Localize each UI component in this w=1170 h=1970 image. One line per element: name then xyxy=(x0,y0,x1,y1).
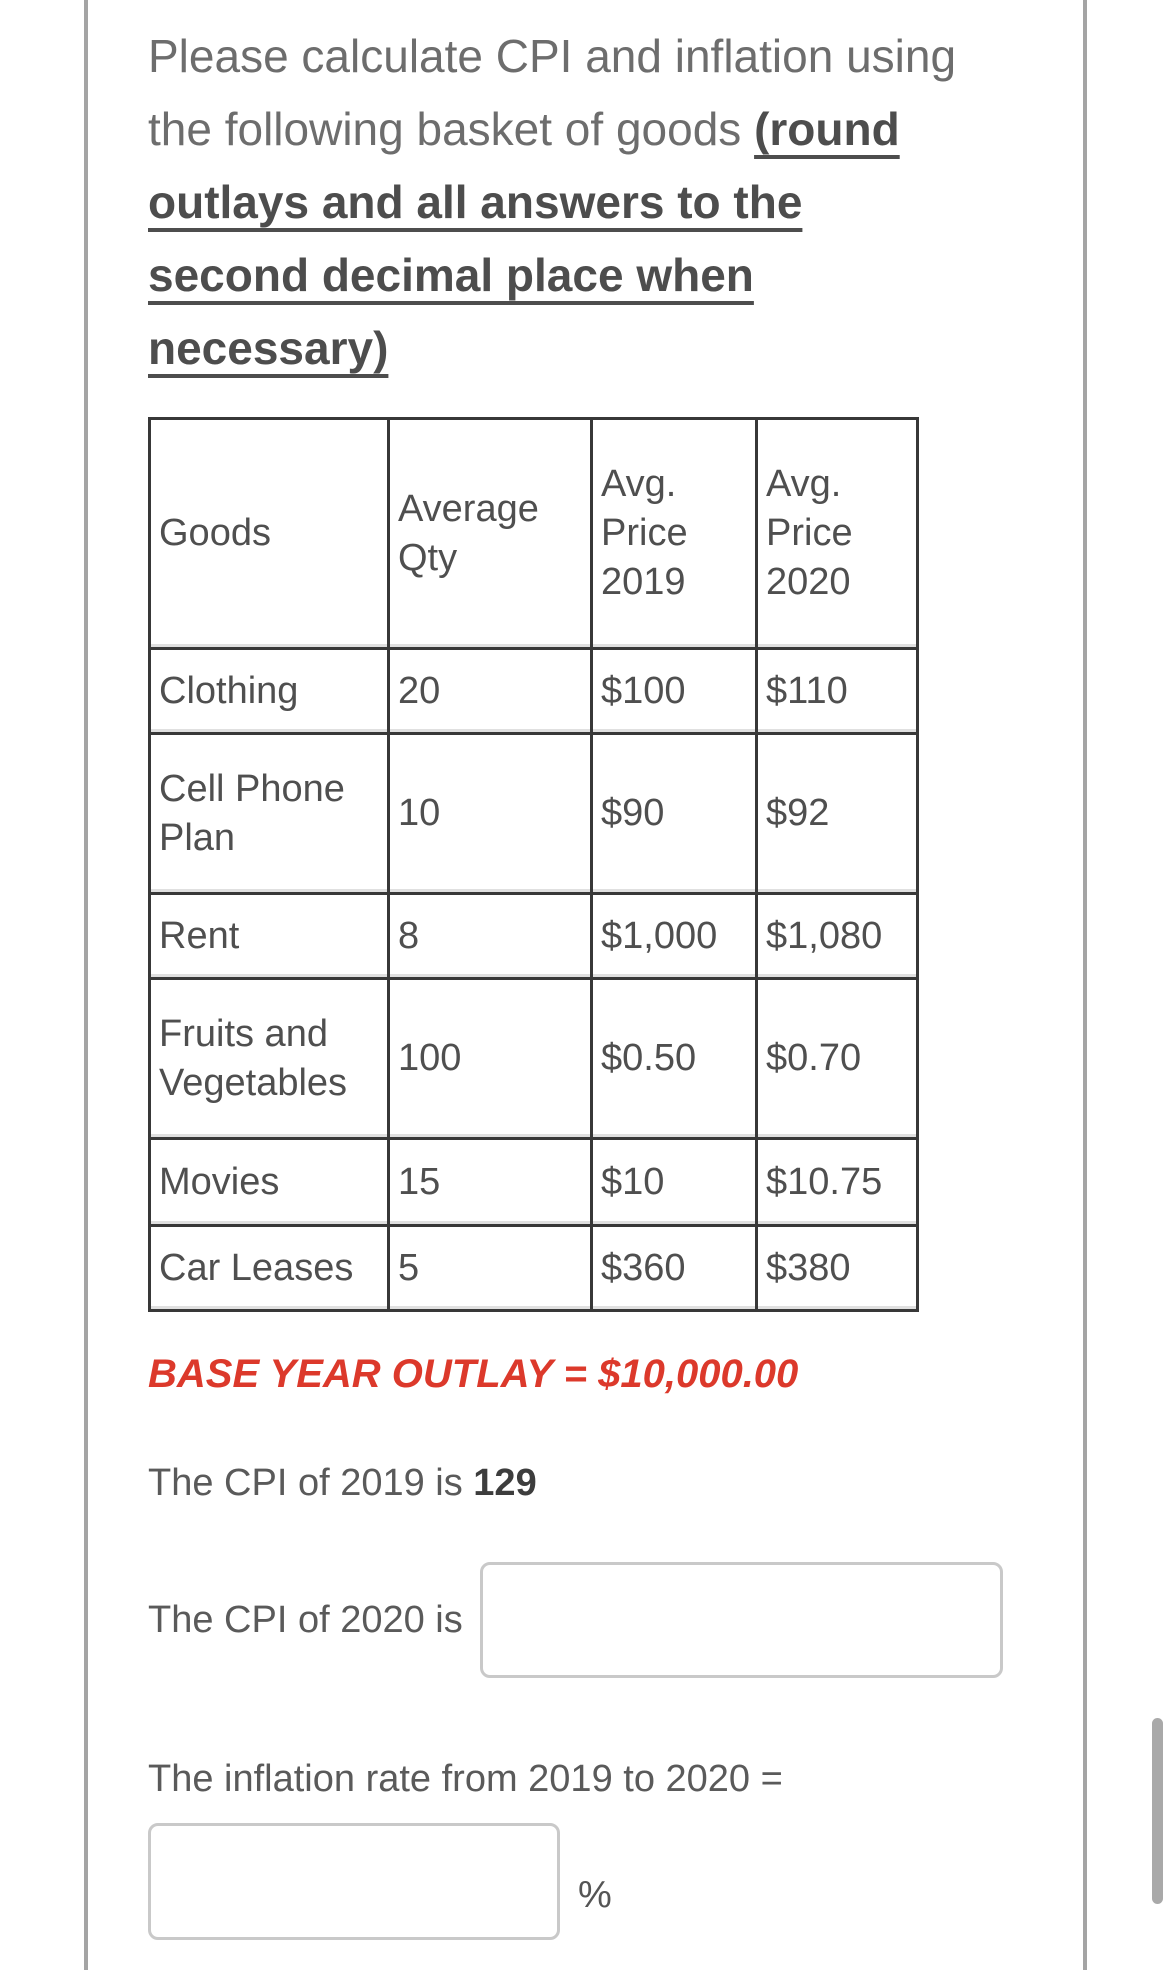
cell-qty: 10 xyxy=(387,732,593,895)
cell-price-2020: $10.75 xyxy=(755,1137,919,1227)
percent-sign: % xyxy=(578,1874,612,1916)
cell-qty: 15 xyxy=(387,1137,593,1227)
question-line-4-text: second decimal place when xyxy=(148,249,754,301)
question-text: Please calculate CPI and inflation using… xyxy=(148,20,1078,385)
inflation-rate-label: The inflation rate from 2019 to 2020 = xyxy=(148,1758,783,1800)
scrollbar-thumb[interactable] xyxy=(1152,1718,1163,1904)
inflation-rate-row: % xyxy=(148,1823,612,1940)
question-line-5: necessary) xyxy=(148,312,1078,385)
cell-price-2019: $1,000 xyxy=(590,892,758,980)
cell-good: Car Leases xyxy=(148,1224,390,1312)
question-line-1-text: Please calculate CPI and inflation using xyxy=(148,30,957,82)
question-line-1: Please calculate CPI and inflation using xyxy=(148,20,1078,93)
cell-price-2019: $0.50 xyxy=(590,977,758,1140)
cell-price-2020: $0.70 xyxy=(755,977,919,1140)
table-row-fruits-vegetables: Fruits and Vegetables 100 $0.50 $0.70 xyxy=(148,977,919,1140)
table-row-rent: Rent 8 $1,000 $1,080 xyxy=(148,892,919,980)
cell-price-2019: $360 xyxy=(590,1224,758,1312)
cell-qty: 8 xyxy=(387,892,593,980)
cell-good: Cell Phone Plan xyxy=(148,732,390,895)
header-avg-qty: Average Qty xyxy=(387,417,593,650)
header-price-2020: Avg. Price 2020 xyxy=(755,417,919,650)
cell-price-2019: $90 xyxy=(590,732,758,895)
cell-good: Rent xyxy=(148,892,390,980)
cell-price-2020: $110 xyxy=(755,647,919,735)
cpi-2020-answer-input[interactable] xyxy=(479,1562,1003,1678)
cell-qty: 20 xyxy=(387,647,593,735)
header-goods: Goods xyxy=(148,417,390,650)
cell-price-2019: $10 xyxy=(590,1137,758,1227)
table-row-clothing: Clothing 20 $100 $110 xyxy=(148,647,919,735)
table-row-car-leases: Car Leases 5 $360 $380 xyxy=(148,1224,919,1312)
base-year-outlay-text: BASE YEAR OUTLAY = $10,000.00 xyxy=(148,1352,799,1396)
goods-basket-table: Goods Average Qty Avg. Price 2019 Avg. P… xyxy=(148,417,919,1312)
question-line-2: the following basket of goods (round xyxy=(148,93,1078,166)
cell-price-2020: $380 xyxy=(755,1224,919,1312)
cell-good: Fruits and Vegetables xyxy=(148,977,390,1140)
frame-border-left xyxy=(84,0,88,1970)
question-line-2-underlined-text: (round xyxy=(754,103,900,155)
cpi-2020-label: The CPI of 2020 is xyxy=(148,1598,463,1641)
cpi-2019-value: 129 xyxy=(473,1462,537,1504)
cell-price-2020: $1,080 xyxy=(755,892,919,980)
table-header-row: Goods Average Qty Avg. Price 2019 Avg. P… xyxy=(148,417,919,650)
cell-price-2019: $100 xyxy=(590,647,758,735)
cpi-2019-label: The CPI of 2019 is xyxy=(148,1462,474,1504)
question-line-4: second decimal place when xyxy=(148,239,1078,312)
cell-good: Clothing xyxy=(148,647,390,735)
frame-border-right xyxy=(1083,0,1087,1970)
cpi-2019-line: The CPI of 2019 is 129 xyxy=(148,1462,537,1505)
cpi-2020-row: The CPI of 2020 is xyxy=(148,1562,1003,1678)
cell-qty: 5 xyxy=(387,1224,593,1312)
question-line-2-text: the following basket of goods xyxy=(148,103,755,155)
question-line-5-text: necessary) xyxy=(148,322,389,374)
header-price-2019: Avg. Price 2019 xyxy=(590,417,758,650)
cell-good: Movies xyxy=(148,1137,390,1227)
inflation-rate-answer-input[interactable] xyxy=(148,1823,560,1940)
table-row-movies: Movies 15 $10 $10.75 xyxy=(148,1137,919,1227)
cell-qty: 100 xyxy=(387,977,593,1140)
table-row-cell-phone-plan: Cell Phone Plan 10 $90 $92 xyxy=(148,732,919,895)
cell-price-2020: $92 xyxy=(755,732,919,895)
question-line-3: outlays and all answers to the xyxy=(148,166,1078,239)
question-line-3-text: outlays and all answers to the xyxy=(148,176,803,228)
